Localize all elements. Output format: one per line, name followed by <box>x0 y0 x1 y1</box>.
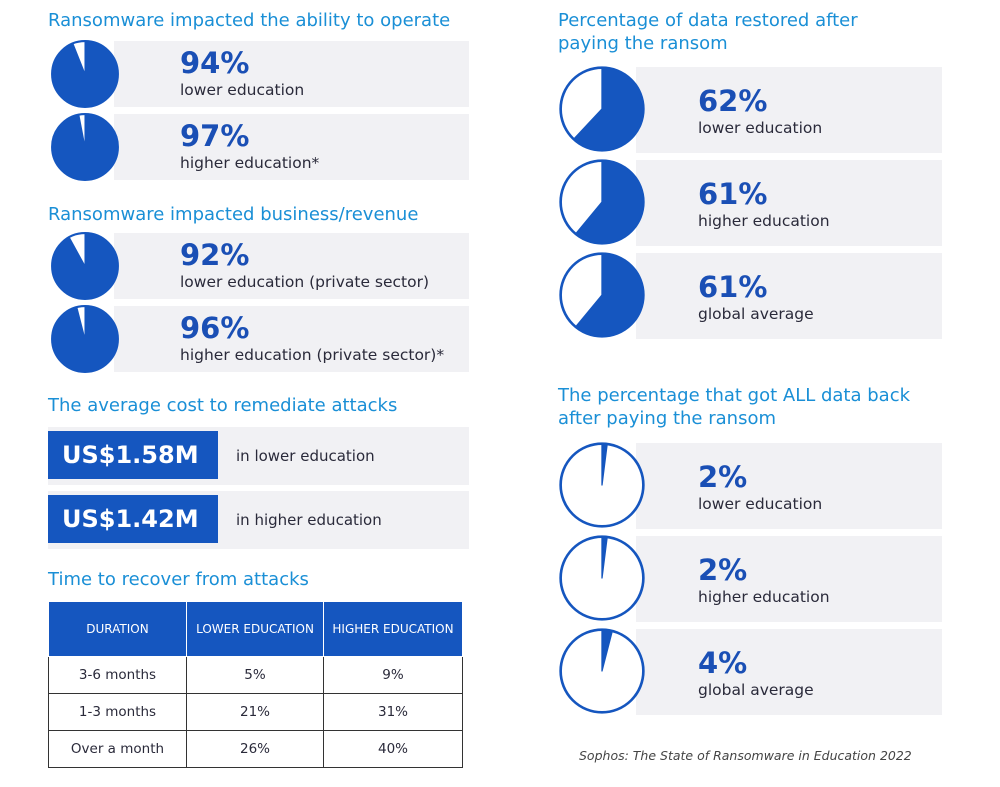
section-title-business: Ransomware impacted business/revenue <box>48 204 419 225</box>
business-higher-label: higher education (private sector)* <box>180 346 445 364</box>
business-higher-pct: 96% <box>180 311 250 345</box>
table-cell: 3-6 months <box>48 656 187 694</box>
operate-row-higher: 97% higher education* <box>50 113 469 181</box>
row-band <box>114 306 469 372</box>
alldata-lower-pct: 2% <box>698 460 748 494</box>
section-title-all-data: The percentage that got ALL data back af… <box>558 385 911 429</box>
table-cell: 26% <box>186 730 324 768</box>
table-row: 3-6 months 5% 9% <box>48 656 463 694</box>
table-cell: 5% <box>186 656 324 694</box>
pie-alldata-global <box>559 628 645 714</box>
row-band <box>636 536 942 622</box>
alldata-higher-pct: 2% <box>698 553 748 587</box>
pie-slice <box>574 252 644 337</box>
alldata-row-lower: 2% lower education <box>558 442 942 529</box>
cost-row-higher: US$1.42M in higher education <box>48 491 469 549</box>
cost-lower-value: US$1.58M <box>48 431 218 479</box>
row-band <box>636 67 942 153</box>
table-header: DURATION <box>48 601 187 657</box>
pie-restored-lower <box>559 66 645 152</box>
restored-lower-label: lower education <box>698 119 823 137</box>
pie-slice <box>51 40 119 108</box>
restored-global-label: global average <box>698 305 814 323</box>
pie-restored-global <box>559 252 645 338</box>
table-cell: Over a month <box>48 730 187 768</box>
section-title-recover: Time to recover from attacks <box>48 569 309 590</box>
pie-business-lower <box>51 232 119 300</box>
restored-row-lower: 62% lower education <box>558 66 942 153</box>
pie-slice <box>574 159 644 244</box>
restored-global-pct: 61% <box>698 270 768 304</box>
alldata-row-higher: 2% higher education <box>558 535 942 622</box>
operate-higher-pct: 97% <box>180 119 250 153</box>
pie-business-higher <box>51 305 119 373</box>
pie-slice <box>51 232 119 300</box>
business-lower-pct: 92% <box>180 238 250 272</box>
cost-higher-label: in higher education <box>236 511 382 529</box>
recovery-table: DURATION LOWER EDUCATION HIGHER EDUCATIO… <box>48 601 463 768</box>
table-cell: 9% <box>323 656 463 694</box>
operate-row-lower: 94% lower education <box>50 40 469 108</box>
row-band <box>636 160 942 246</box>
restored-lower-pct: 62% <box>698 84 768 118</box>
pie-alldata-higher <box>559 535 645 621</box>
alldata-global-label: global average <box>698 681 814 699</box>
table-cell: 31% <box>323 693 463 731</box>
section-title-operate: Ransomware impacted the ability to opera… <box>48 10 451 31</box>
table-header: HIGHER EDUCATION <box>323 601 463 657</box>
row-band <box>636 629 942 715</box>
restored-row-higher: 61% higher education <box>558 159 942 246</box>
table-row: 1-3 months 21% 31% <box>48 693 463 731</box>
cost-higher-value: US$1.42M <box>48 495 218 543</box>
row-band <box>114 114 469 180</box>
pie-slice <box>573 66 644 152</box>
pie-operate-higher <box>51 113 119 181</box>
table-cell: 40% <box>323 730 463 768</box>
pie-alldata-lower <box>559 442 645 528</box>
row-band <box>636 253 942 339</box>
operate-higher-label: higher education* <box>180 154 320 172</box>
row-band <box>636 443 942 529</box>
row-band <box>114 41 469 107</box>
pie-slice <box>601 442 608 486</box>
row-band <box>114 233 469 299</box>
pie-slice <box>601 628 613 672</box>
pie-slice <box>601 535 608 579</box>
business-lower-label: lower education (private sector) <box>180 273 430 291</box>
business-row-higher: 96% higher education (private sector)* <box>50 305 469 373</box>
table-header: LOWER EDUCATION <box>186 601 324 657</box>
restored-higher-label: higher education <box>698 212 830 230</box>
restored-higher-pct: 61% <box>698 177 768 211</box>
alldata-higher-label: higher education <box>698 588 830 606</box>
alldata-lower-label: lower education <box>698 495 823 513</box>
operate-lower-pct: 94% <box>180 46 250 80</box>
pie-restored-higher <box>559 159 645 245</box>
table-header-row: DURATION LOWER EDUCATION HIGHER EDUCATIO… <box>48 601 463 657</box>
operate-lower-label: lower education <box>180 81 305 99</box>
table-row: Over a month 26% 40% <box>48 730 463 768</box>
business-row-lower: 92% lower education (private sector) <box>50 232 469 300</box>
source-citation: Sophos: The State of Ransomware in Educa… <box>579 748 912 763</box>
alldata-row-global: 4% global average <box>558 628 942 715</box>
section-title-restored: Percentage of data restored after paying… <box>558 10 858 54</box>
pie-slice <box>51 305 119 373</box>
pie-operate-lower <box>51 40 119 108</box>
pie-slice <box>51 113 119 181</box>
table-cell: 1-3 months <box>48 693 187 731</box>
section-title-cost: The average cost to remediate attacks <box>48 395 398 416</box>
restored-row-global: 61% global average <box>558 252 942 339</box>
cost-lower-label: in lower education <box>236 447 375 465</box>
cost-row-lower: US$1.58M in lower education <box>48 427 469 485</box>
table-cell: 21% <box>186 693 324 731</box>
alldata-global-pct: 4% <box>698 646 748 680</box>
